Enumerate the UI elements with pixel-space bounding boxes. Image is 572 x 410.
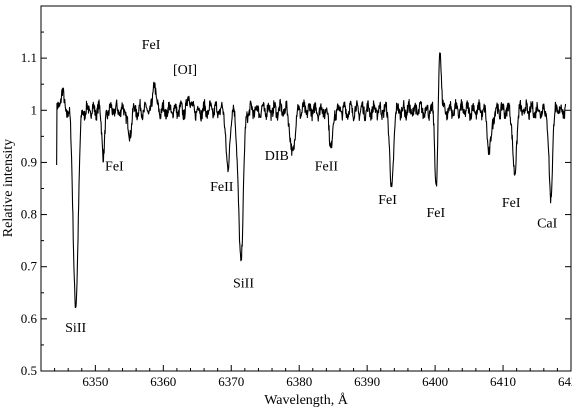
plot-frame [40, 5, 572, 372]
line-label: FeI [502, 196, 521, 211]
line-label: DIB [265, 149, 289, 164]
line-label: FeI [142, 38, 161, 53]
y-tick-label: 0.6 [21, 311, 38, 326]
line-label: CaI [537, 217, 558, 232]
line-label: FeI [378, 193, 397, 208]
x-tick-label: 6390 [354, 374, 380, 389]
line-label: FeI [105, 159, 124, 174]
y-tick-label: 1.1 [21, 50, 37, 65]
line-label: [OI] [173, 63, 197, 78]
y-axis-ticks: 0.5 0.6 0.7 0.8 0.9 1 1.1 [21, 31, 571, 378]
x-axis-ticks: 6350 6360 6370 6380 6390 6400 6410 6420 [40, 365, 572, 389]
x-tick-label: 6420 [558, 374, 572, 389]
line-label: FeII [210, 180, 234, 195]
x-tick-label: 6370 [218, 374, 244, 389]
x-tick-label: 6400 [422, 374, 448, 389]
y-tick-label: 0.7 [21, 259, 38, 274]
line-label: SiII [233, 277, 254, 292]
y-tick-label: 0.9 [21, 154, 37, 169]
plot-area: 63506360637063806390640064106420 0.50.60… [21, 5, 572, 389]
y-tick-label: 0.8 [21, 207, 37, 222]
spectrum-line [56, 52, 567, 309]
x-tick-label: 6410 [490, 374, 516, 389]
y-axis-label: Relative intensity [1, 139, 16, 237]
x-tick-label: 6360 [150, 374, 176, 389]
x-tick-label: 6380 [286, 374, 312, 389]
y-tick-label: 1 [31, 102, 38, 117]
x-tick-label: 6350 [82, 374, 108, 389]
x-axis-label: Wavelength, Å [264, 392, 349, 408]
line-label: SiII [65, 321, 86, 336]
line-annotations: SiII FeI FeI [OI] FeII SiII DIB FeII FeI FeI FeI Ca… [65, 38, 558, 336]
line-label: FeII [315, 159, 339, 174]
y-tick-label: 0.5 [21, 363, 37, 378]
line-label: FeI [426, 206, 445, 221]
